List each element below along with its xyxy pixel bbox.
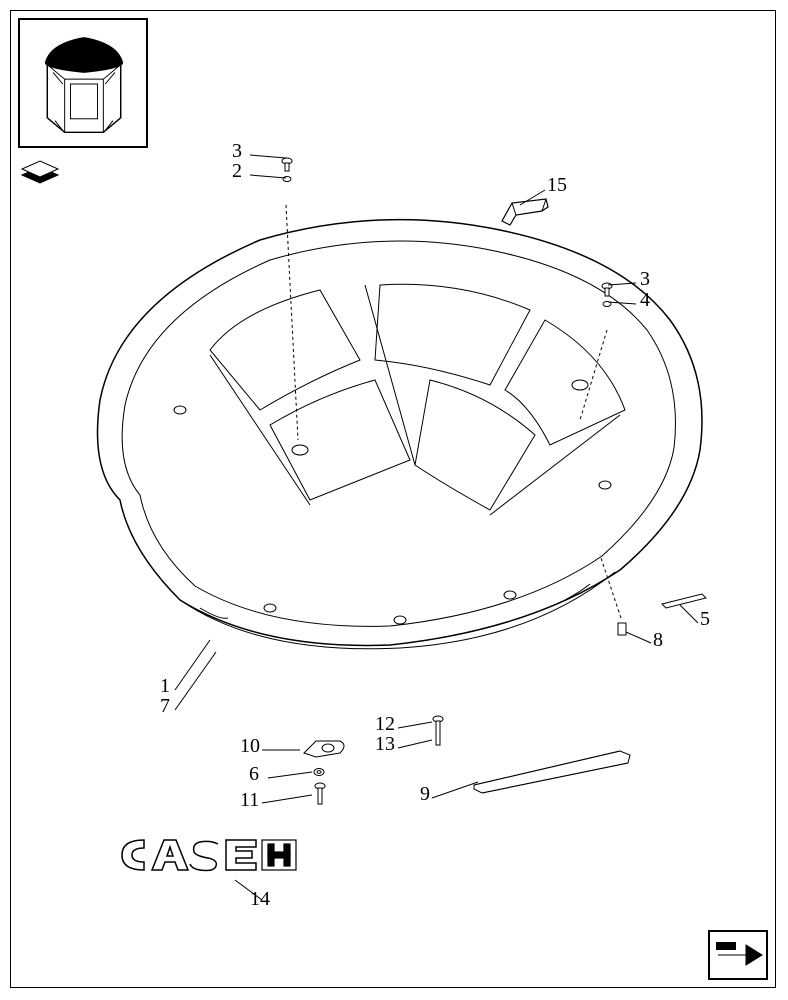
case-logo <box>110 830 300 880</box>
callout-2: 2 <box>232 160 242 183</box>
callout-9: 9 <box>420 783 430 806</box>
next-page-icon[interactable] <box>708 930 768 980</box>
callout-4: 4 <box>640 289 650 312</box>
strip-5 <box>660 590 710 610</box>
callout-10: 10 <box>240 735 260 758</box>
rail-9 <box>470 745 640 795</box>
screw-12-13 <box>432 715 444 751</box>
roof-assembly <box>60 200 720 660</box>
screw-top-left <box>280 155 294 205</box>
callout-3b: 3 <box>640 268 650 291</box>
callout-8: 7 <box>160 695 170 718</box>
page-icon <box>20 155 60 185</box>
bracket-15 <box>498 195 553 230</box>
clip-10 <box>300 735 350 763</box>
callout-7: 8 <box>653 629 663 652</box>
thumbnail-svg <box>26 26 142 142</box>
assembly-thumbnail <box>18 18 148 148</box>
callout-6: 6 <box>249 763 259 786</box>
diagram-canvas: 3 2 15 3 4 5 8 1 7 10 6 11 12 13 9 14 <box>0 0 788 1000</box>
screw-top-right <box>600 280 614 330</box>
callout-14: 14 <box>250 888 270 911</box>
nut-7 <box>615 620 629 638</box>
callout-15: 15 <box>547 174 567 197</box>
callout-13: 13 <box>375 733 395 756</box>
washer-6 <box>313 765 325 779</box>
screw-11 <box>314 782 326 808</box>
callout-5: 5 <box>700 608 710 631</box>
callout-11: 11 <box>240 789 259 812</box>
